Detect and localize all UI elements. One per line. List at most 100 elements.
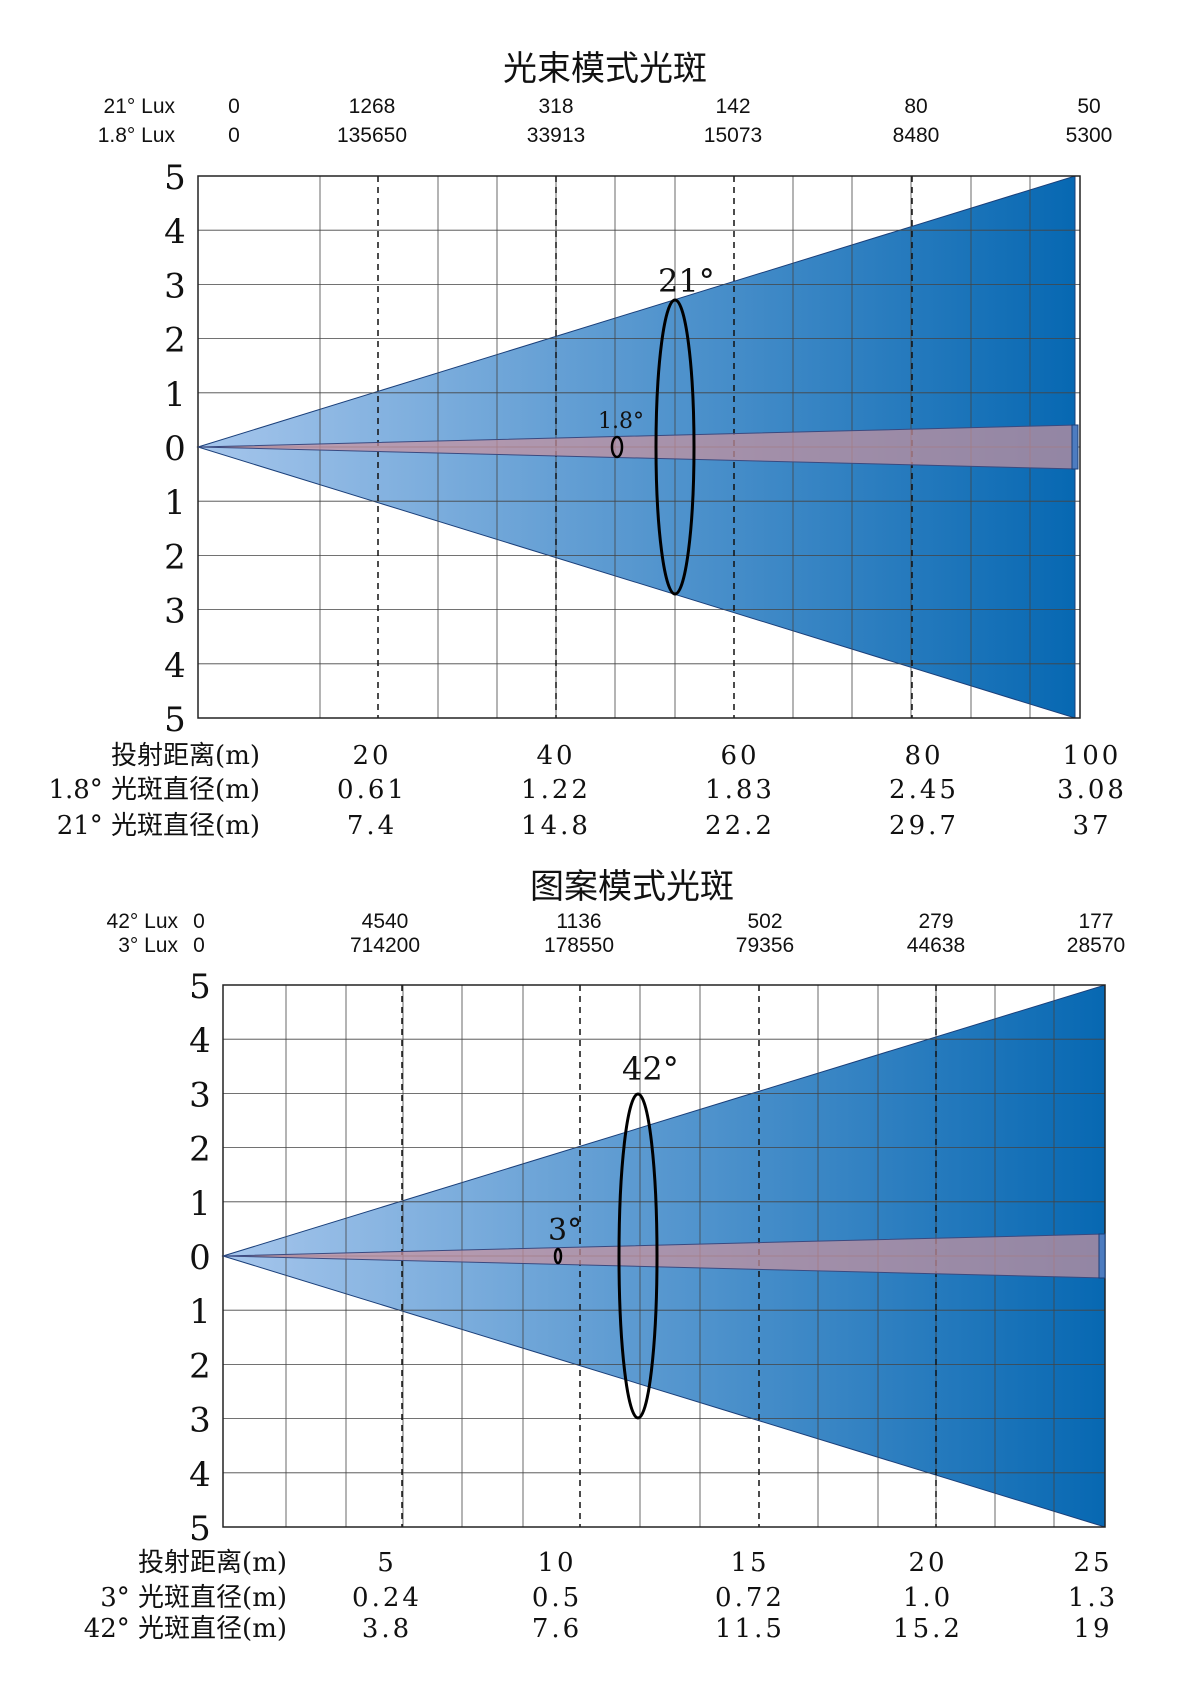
lux-zero-value: 0 [193,934,205,957]
lux-row-label: 3° Lux [118,934,178,957]
y-axis-tick-label: 0 [164,429,186,469]
lux-value: 8480 [893,124,940,147]
bottom-row-value: 15.2 [893,1614,963,1644]
bottom-row-value: 60 [720,741,759,771]
lux-value: 178550 [544,934,614,957]
bottom-row-value: 0.72 [715,1583,785,1613]
bottom-row-label: 42° 光斑直径(m) [84,1614,287,1644]
bottom-row-value: 5 [377,1548,397,1578]
lux-row-label: 42° Lux [107,910,179,933]
lux-value: 28570 [1067,934,1125,957]
bottom-row-label: 1.8° 光斑直径(m) [48,775,260,805]
lux-zero-value: 0 [228,95,240,118]
y-axis-tick-label: 3 [164,266,186,306]
bottom-row-value: 2.45 [889,775,959,805]
bottom-row-value: 3.08 [1057,775,1127,805]
y-axis-tick-label: 4 [189,1455,211,1495]
bottom-row-value: 20 [352,741,391,771]
panel-title: 图案模式光斑 [530,867,734,907]
lux-row-label: 21° Lux [104,95,176,118]
bottom-row-value: 10 [537,1548,576,1578]
lux-value: 318 [538,95,573,118]
lux-value: 135650 [337,124,407,147]
bottom-row-value: 25 [1073,1548,1112,1578]
lux-zero-value: 0 [228,124,240,147]
lux-value: 79356 [736,934,794,957]
bottom-row-value: 1.22 [521,775,591,805]
y-axis-tick-label: 2 [164,537,186,577]
bottom-row-label: 投射距离(m) [111,741,260,771]
bottom-row-value: 0.61 [337,775,407,805]
y-axis-tick-label: 5 [164,700,186,740]
y-axis-tick-label: 5 [164,158,186,198]
bottom-row-value: 1.3 [1068,1583,1118,1613]
bottom-row-value: 37 [1072,811,1111,841]
y-axis-tick-label: 4 [164,212,186,252]
y-axis-tick-label: 3 [189,1075,211,1115]
lux-value: 177 [1078,910,1113,933]
bottom-row-value: 40 [536,741,575,771]
lux-value: 33913 [527,124,585,147]
lux-value: 44638 [907,934,965,957]
y-axis-tick-label: 1 [189,1184,211,1224]
narrow-beam-end-cap [1071,424,1079,470]
bottom-row-label: 3° 光斑直径(m) [100,1583,287,1613]
lux-value: 5300 [1066,124,1113,147]
lux-value: 1268 [349,95,396,118]
lux-value: 50 [1077,95,1100,118]
bottom-row-value: 80 [904,741,943,771]
bottom-row-value: 7.6 [532,1614,582,1644]
y-axis-tick-label: 4 [189,1021,211,1061]
y-axis-tick-label: 0 [189,1238,211,1278]
bottom-row-value: 0.24 [352,1583,422,1613]
bottom-row-value: 22.2 [705,811,775,841]
bottom-row-value: 11.5 [715,1614,785,1644]
bottom-row-label: 投射距离(m) [138,1548,287,1578]
bottom-row-value: 3.8 [362,1614,412,1644]
bottom-row-value: 1.83 [705,775,775,805]
y-axis-tick-label: 2 [189,1346,211,1386]
bottom-row-value: 0.5 [532,1583,582,1613]
lux-value: 714200 [350,934,420,957]
narrow-beam-spot-ellipse [610,435,624,459]
lux-row-label: 1.8° Lux [98,124,176,147]
y-axis-tick-label: 3 [189,1401,211,1441]
lux-value: 15073 [704,124,762,147]
bottom-row-value: 100 [1063,741,1122,771]
bottom-row-value: 29.7 [889,811,959,841]
y-axis-tick-label: 2 [189,1130,211,1170]
bottom-row-value: 19 [1073,1614,1112,1644]
y-axis-tick-label: 5 [189,967,211,1007]
wide-beam-angle-label: 21° [658,262,715,300]
wide-beam-spot-ellipse [654,298,696,596]
y-axis-tick-label: 1 [164,375,186,415]
lux-value: 279 [918,910,953,933]
panel-title: 光束模式光斑 [503,49,707,89]
lux-value: 80 [904,95,927,118]
wide-beam-spot-ellipse [617,1092,659,1420]
narrow-beam-angle-label: 3° [548,1213,582,1248]
bottom-row-label: 21° 光斑直径(m) [57,811,260,841]
lux-value: 142 [715,95,750,118]
bottom-row-value: 14.8 [521,811,591,841]
y-axis-tick-label: 2 [164,321,186,361]
y-axis-tick-label: 1 [189,1292,211,1332]
lux-value: 1136 [556,910,601,933]
lux-value: 502 [747,910,782,933]
bottom-row-value: 15 [730,1548,769,1578]
y-axis-tick-label: 4 [164,646,186,686]
narrow-beam-end-cap [1098,1233,1106,1279]
y-axis-tick-label: 5 [189,1509,211,1549]
narrow-beam-spot-ellipse [553,1247,563,1265]
lux-zero-value: 0 [193,910,205,933]
lux-value: 4540 [362,910,409,933]
bottom-row-value: 20 [908,1548,947,1578]
y-axis-tick-label: 3 [164,592,186,632]
bottom-row-value: 7.4 [347,811,397,841]
y-axis-tick-label: 1 [164,483,186,523]
wide-beam-angle-label: 42° [622,1050,679,1088]
narrow-beam-angle-label: 1.8° [598,409,644,434]
